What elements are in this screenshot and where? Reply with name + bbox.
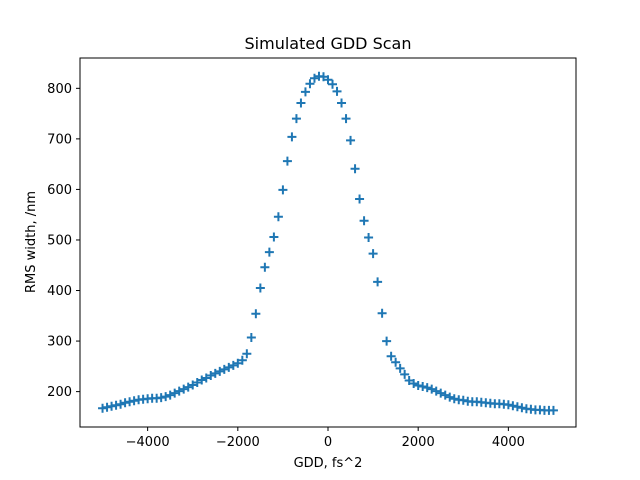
data-point <box>264 247 274 257</box>
data-point <box>197 375 207 385</box>
data-point <box>242 349 252 359</box>
data-point <box>201 373 211 383</box>
y-tick-label: 400 <box>47 284 72 299</box>
data-point <box>125 397 135 407</box>
x-tick-label: 0 <box>324 435 332 450</box>
data-point <box>287 132 297 142</box>
data-point <box>346 135 356 145</box>
data-point <box>255 283 265 293</box>
x-tick-label: −2000 <box>216 435 260 450</box>
y-tick-label: 500 <box>47 233 72 248</box>
data-point <box>161 392 171 402</box>
data-point <box>215 366 225 376</box>
data-point <box>111 400 121 410</box>
data-point <box>300 87 310 97</box>
data-point <box>404 375 414 385</box>
data-point <box>512 402 522 412</box>
data-point <box>337 98 347 108</box>
data-point <box>418 382 428 392</box>
data-point <box>400 369 410 379</box>
data-point <box>107 401 117 411</box>
data-point <box>156 393 166 403</box>
data-point <box>436 388 446 398</box>
y-tick-label: 200 <box>47 385 72 400</box>
data-point <box>188 380 198 390</box>
data-point <box>409 379 419 389</box>
data-point <box>413 381 423 391</box>
data-point <box>251 309 261 319</box>
data-point <box>291 114 301 124</box>
data-point <box>359 216 369 226</box>
data-point <box>179 384 189 394</box>
data-point <box>165 390 175 400</box>
data-point <box>328 79 338 89</box>
data-point <box>296 98 306 108</box>
data-point <box>116 399 126 409</box>
data-point <box>183 382 193 392</box>
data-point <box>391 357 401 367</box>
data-point <box>174 386 184 396</box>
data-point <box>458 395 468 405</box>
data-point <box>170 388 180 398</box>
data-point <box>377 308 387 318</box>
data-point <box>440 390 450 400</box>
data-point <box>233 358 243 368</box>
data-point <box>228 360 238 370</box>
data-point <box>98 403 108 413</box>
data-point <box>224 362 234 372</box>
y-tick-label: 700 <box>47 132 72 147</box>
data-point <box>373 277 383 287</box>
data-point <box>503 400 513 410</box>
data-point <box>102 402 112 412</box>
x-tick-label: 4000 <box>492 435 525 450</box>
data-point <box>237 355 247 365</box>
data-point <box>395 363 405 373</box>
data-point <box>355 194 365 204</box>
y-axis-label: RMS width, /nm <box>24 191 39 293</box>
data-point <box>219 364 229 374</box>
y-tick-label: 800 <box>47 82 72 97</box>
data-markers <box>98 71 558 415</box>
data-point <box>364 232 374 242</box>
data-point <box>445 392 455 402</box>
data-point <box>210 368 220 378</box>
y-tick-label: 300 <box>47 335 72 350</box>
data-point <box>309 73 319 83</box>
data-point <box>341 114 351 124</box>
data-point <box>427 384 437 394</box>
data-point <box>120 398 130 408</box>
data-point <box>260 262 270 272</box>
chart-title: Simulated GDD Scan <box>245 34 412 53</box>
data-point <box>508 401 518 411</box>
data-point <box>305 79 315 89</box>
data-point <box>431 386 441 396</box>
data-point <box>517 403 527 413</box>
data-point <box>350 164 360 174</box>
x-tick-label: 2000 <box>402 435 435 450</box>
data-point <box>548 405 558 415</box>
x-axis-label: GDD, fs^2 <box>294 456 363 471</box>
data-point <box>382 336 392 346</box>
data-point <box>449 394 459 404</box>
data-point <box>368 249 378 259</box>
data-point <box>318 72 328 82</box>
x-tick-label: −4000 <box>126 435 170 450</box>
y-axis: 200 300 400 500 600 700 800 <box>47 82 80 400</box>
x-axis: −4000 −2000 0 2000 4000 <box>126 427 525 450</box>
data-point <box>386 351 396 361</box>
data-point <box>323 75 333 85</box>
data-point <box>269 232 279 242</box>
data-point <box>273 212 283 222</box>
data-point <box>282 156 292 166</box>
data-point <box>332 86 342 96</box>
data-point <box>192 378 202 388</box>
data-point <box>422 383 432 393</box>
data-point <box>246 333 256 343</box>
y-tick-label: 600 <box>47 183 72 198</box>
data-point <box>278 185 288 195</box>
data-point <box>129 396 139 406</box>
data-point <box>206 370 216 380</box>
